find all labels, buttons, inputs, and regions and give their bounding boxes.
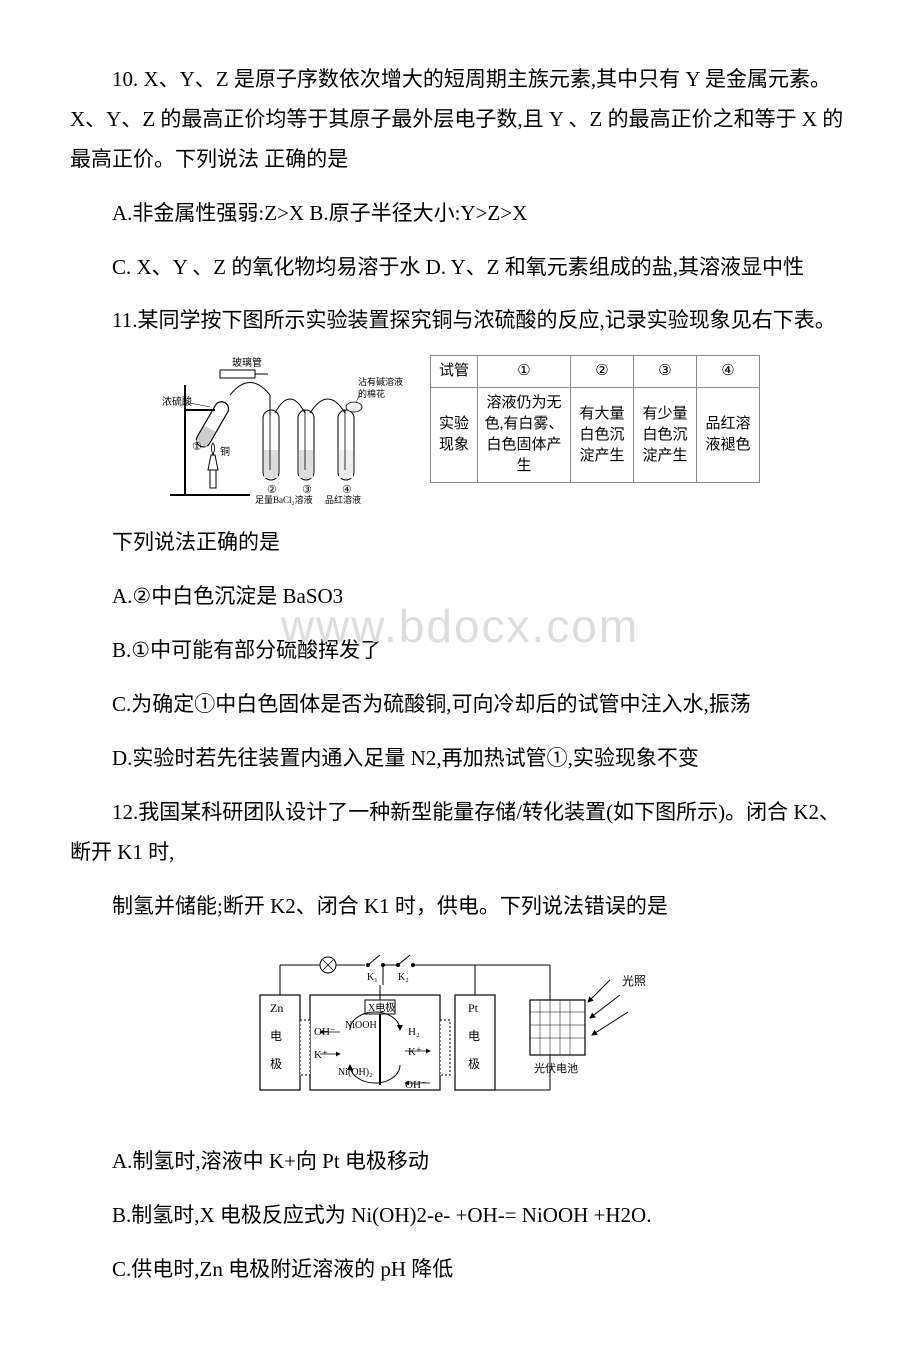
q11-figure-row: 玻璃管 浓硫酸 铜 ① ② ③ ④ 沾有碱溶液 的棉花 足量BaCl — [70, 355, 850, 505]
k2-label: K₂ — [398, 972, 409, 983]
zn-ji: 极 — [270, 1057, 282, 1071]
th-2: ② — [571, 356, 634, 388]
td-3: 有少量白色沉淀产生 — [634, 388, 697, 483]
q10-stem: 10. X、Y、Z 是原子序数依次增大的短周期主族元素,其中只有 Y 是金属元素… — [70, 60, 850, 180]
q11-opt-a: A.②中白色沉淀是 BaSO3 — [70, 577, 850, 617]
oh-right: OH⁻ — [405, 1079, 427, 1091]
q12-opt-c: C.供电时,Zn 电极附近溶液的 pH 降低 — [70, 1250, 850, 1290]
q11-opt-b: B.①中可能有部分硫酸挥发了 — [70, 631, 850, 671]
q11-opt-d: D.实验时若先往装置内通入足量 N2,再加热试管①,实验现象不变 — [70, 739, 850, 779]
q12-stem1: 12.我国某科研团队设计了一种新型能量存储/转化装置(如下图所示)。闭合 K2、… — [70, 793, 850, 873]
q11-stem: 11.某同学按下图所示实验装置探究铜与浓硫酸的反应,记录实验现象见右下表。 — [70, 301, 850, 341]
label-acid: 浓硫酸 — [162, 395, 192, 408]
observation-table: 试管 ① ② ③ ④ 实验现象 溶液仍为无色,有白雾、白色固体产生 有大量白色沉… — [430, 355, 760, 483]
nioh2-label: Ni(OH)₂ — [338, 1067, 373, 1078]
label-bacl2: 足量BaCl₂溶液 — [255, 494, 313, 505]
label-pinhong: 品红溶液 — [325, 494, 361, 505]
q11-opt-c: C.为确定①中白色固体是否为硫酸铜,可向冷却后的试管中注入水,振荡 — [70, 685, 850, 725]
pt-dian: 电 — [468, 1029, 480, 1043]
h2-label: H₂ — [408, 1026, 420, 1038]
q10-opt-cd: C. X、Y 、Z 的氧化物均易溶于水 D. Y、Z 和氧元素组成的盐,其溶液显… — [70, 248, 850, 288]
td-2: 有大量白色沉淀产生 — [571, 388, 634, 483]
td-4: 品红溶液褪色 — [697, 388, 760, 483]
th-tube: 试管 — [431, 356, 478, 388]
label-cu: 铜 — [220, 446, 230, 458]
device-diagram: Zn 电 极 X电极 NiOOH Ni(OH)₂ OH⁻ K⁺ H₂ K⁺ OH… — [250, 940, 670, 1110]
td-rowlabel: 实验现象 — [431, 388, 478, 483]
label-glass: 玻璃管 — [232, 356, 262, 369]
th-4: ④ — [697, 356, 760, 388]
tube-1-num: ① — [192, 441, 202, 453]
th-1: ① — [478, 356, 571, 388]
light-label: 光照 — [622, 974, 646, 988]
k-left: K⁺ — [314, 1049, 328, 1061]
td-1: 溶液仍为无色,有白雾、白色固体产生 — [478, 388, 571, 483]
th-3: ③ — [634, 356, 697, 388]
q12-figure: Zn 电 极 X电极 NiOOH Ni(OH)₂ OH⁻ K⁺ H₂ K⁺ OH… — [70, 940, 850, 1124]
apparatus-diagram: 玻璃管 浓硫酸 铜 ① ② ③ ④ 沾有碱溶液 的棉花 足量BaCl — [160, 355, 410, 505]
label-cotton-1: 沾有碱溶液 — [358, 376, 403, 387]
niooh-label: NiOOH — [345, 1020, 377, 1031]
q12-stem2: 制氢并储能;断开 K2、闭合 K1 时，供电。下列说法错误的是 — [70, 887, 850, 927]
q10-opt-ab: A.非金属性强弱:Z>X B.原子半径大小:Y>Z>X — [70, 194, 850, 234]
zn-label: Zn — [270, 1001, 283, 1015]
pv-label: 光伏电池 — [534, 1061, 578, 1075]
q12-opt-a: A.制氢时,溶液中 K+向 Pt 电极移动 — [70, 1142, 850, 1182]
q12-opt-b: B.制氢时,X 电极反应式为 Ni(OH)2-e- +OH-= NiOOH +H… — [70, 1196, 850, 1236]
q11-prompt: 下列说法正确的是 — [70, 523, 850, 563]
zn-dian: 电 — [270, 1029, 282, 1043]
pt-ji: 极 — [468, 1057, 480, 1071]
k1-label: K₁ — [367, 972, 378, 983]
label-cotton-2: 的棉花 — [358, 388, 385, 399]
pt-label: Pt — [468, 1001, 479, 1015]
k-right: K⁺ — [408, 1046, 422, 1058]
